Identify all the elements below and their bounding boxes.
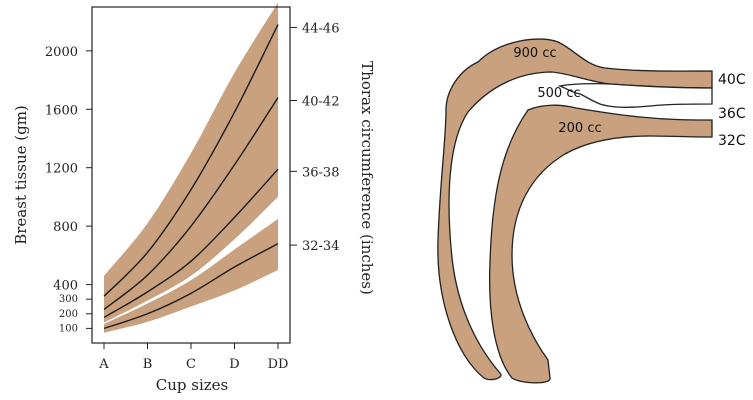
y-tick-label: 2000 — [45, 45, 78, 60]
y-tick-label: 1600 — [45, 103, 78, 118]
right-tick-label: 44-46 — [302, 21, 339, 36]
x-tick-label: B — [143, 357, 153, 372]
y-tick-label: 1200 — [45, 162, 78, 177]
band-label: 32C — [718, 133, 746, 149]
right-tick-label: 36-38 — [302, 165, 339, 180]
x-axis-ticks: A B C D DD — [98, 343, 288, 372]
tissue-diagram: 900 cc 500 cc 200 cc 40C 36C 32C — [437, 38, 746, 384]
right-tick-label: 40-42 — [302, 94, 339, 109]
series-line-4 — [103, 24, 279, 297]
band-label: 40C — [718, 72, 746, 88]
x-tick-label: D — [229, 357, 239, 372]
band-2 — [104, 132, 278, 323]
band-4 — [104, 2, 278, 303]
right-tick-label: 32-34 — [302, 239, 339, 254]
shape-label: 500 cc — [537, 86, 580, 101]
series-line-1 — [103, 243, 279, 330]
shape-200cc — [489, 104, 713, 384]
band-1 — [104, 218, 278, 333]
y-tick-label: 300 — [59, 294, 78, 305]
y-tick-label: 800 — [53, 220, 78, 235]
x-axis-title: Cup sizes — [156, 376, 228, 394]
chart-bands — [104, 2, 278, 333]
right-axis-title: Thorax circumference (inches) — [358, 61, 376, 295]
shape-label: 900 cc — [513, 46, 556, 61]
shape-labels: 900 cc 500 cc 200 cc — [513, 46, 601, 136]
band-label: 36C — [718, 106, 746, 122]
y-tick-label: 100 — [59, 323, 78, 334]
band-3 — [104, 66, 278, 315]
band-labels: 40C 36C 32C — [718, 72, 746, 149]
right-axis-ticks: 32-34 36-38 40-42 44-46 — [290, 21, 339, 254]
chart-lines — [103, 24, 279, 330]
series-line-2 — [103, 168, 279, 319]
x-tick-label: DD — [268, 357, 289, 372]
shape-label: 200 cc — [558, 121, 601, 136]
y-tick-label: 400 — [53, 279, 78, 294]
y-tick-label: 200 — [59, 309, 78, 320]
x-tick-label: C — [186, 357, 196, 372]
series-line-3 — [103, 97, 279, 310]
shape-900cc — [437, 38, 713, 381]
shape-500cc — [557, 82, 713, 108]
x-tick-label: A — [98, 357, 109, 372]
y-axis-title: Breast tissue (gm) — [12, 105, 30, 245]
